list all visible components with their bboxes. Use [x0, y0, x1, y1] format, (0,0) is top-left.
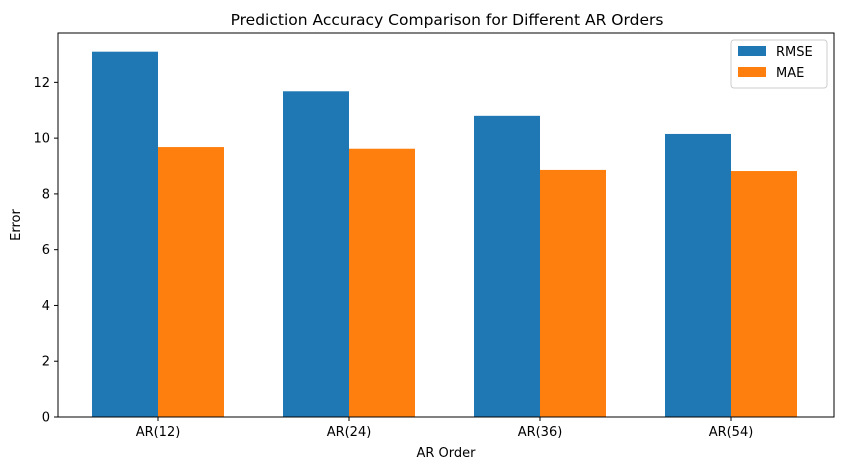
bar-rmse-0 — [92, 51, 158, 418]
x-axis: AR(12) AR(24) AR(36) AR(54) — [136, 417, 754, 440]
x-tick-label-0: AR(12) — [136, 425, 181, 440]
y-tick-label-0: 0 — [42, 411, 50, 426]
y-tick-label-5: 10 — [33, 132, 50, 147]
bar-mae-1 — [349, 148, 415, 417]
bar-mae-3 — [731, 171, 797, 417]
legend-swatch-rmse — [738, 46, 766, 56]
bar-rmse-2 — [474, 115, 540, 417]
y-axis: 0 2 4 6 8 10 12 — [33, 76, 58, 426]
legend-label-rmse: RMSE — [776, 45, 813, 60]
chart-title: Prediction Accuracy Comparison for Diffe… — [231, 11, 664, 29]
bar-rmse-1 — [283, 91, 349, 417]
bars-layer — [92, 51, 797, 418]
y-tick-label-1: 2 — [42, 355, 50, 370]
x-axis-label: AR Order — [416, 446, 476, 461]
legend: RMSE MAE — [730, 39, 828, 89]
y-tick-label-2: 4 — [42, 299, 50, 314]
x-tick-label-2: AR(36) — [518, 425, 563, 440]
legend-swatch-mae — [738, 67, 766, 77]
bar-mae-0 — [158, 147, 224, 417]
y-axis-label: Error — [9, 209, 24, 241]
y-tick-label-3: 6 — [42, 243, 50, 258]
y-tick-label-6: 12 — [33, 76, 50, 91]
x-tick-label-3: AR(54) — [709, 425, 754, 440]
legend-label-mae: MAE — [776, 66, 804, 81]
y-tick-label-4: 8 — [42, 187, 50, 202]
x-tick-label-1: AR(24) — [327, 425, 372, 440]
bar-mae-2 — [540, 169, 606, 417]
bar-rmse-3 — [665, 133, 731, 417]
plot-frame — [57, 32, 835, 418]
